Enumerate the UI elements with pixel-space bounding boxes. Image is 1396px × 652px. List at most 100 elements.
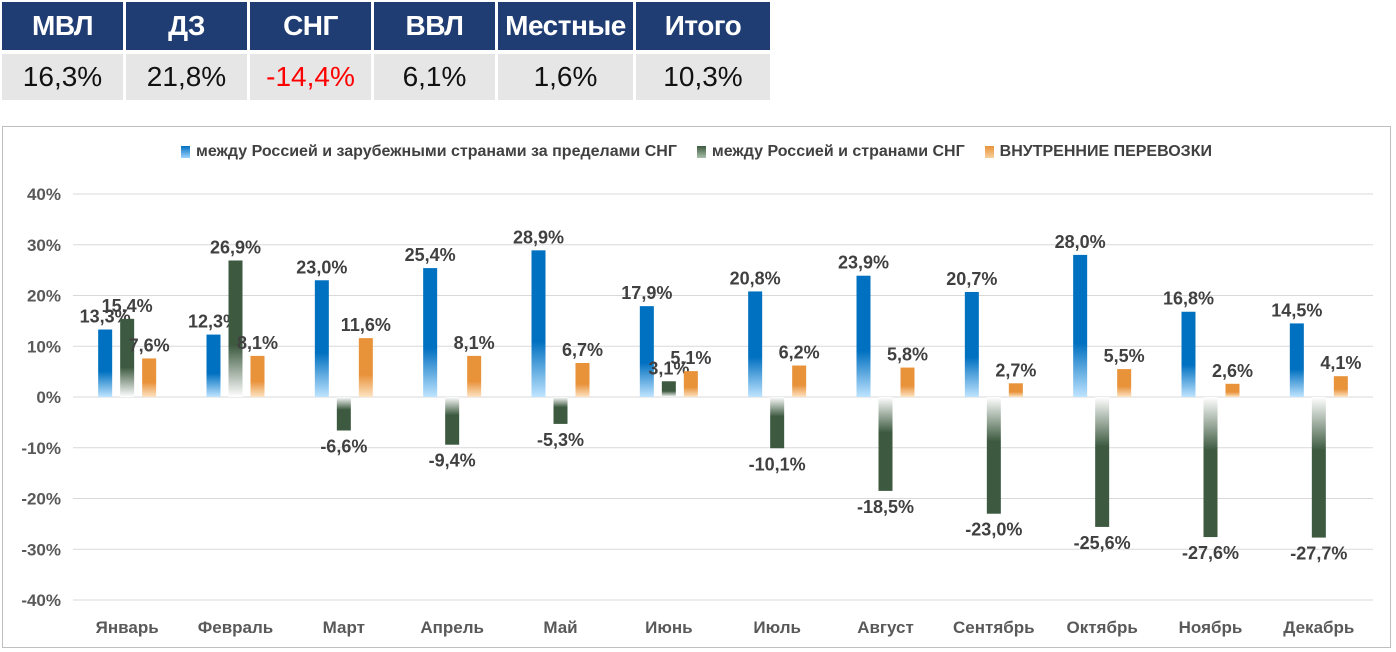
data-label: 13,3%	[80, 307, 131, 327]
summary-header-row: МВЛ ДЗ СНГ ВВЛ Местные Итого	[2, 2, 778, 50]
data-label: 5,1%	[670, 348, 711, 368]
data-label: 25,4%	[405, 245, 456, 265]
y-tick-label: -10%	[21, 439, 61, 458]
data-label: 26,9%	[210, 237, 261, 257]
data-label: 23,9%	[838, 253, 889, 273]
bar-series-2	[900, 367, 915, 397]
bar-series-1	[553, 397, 568, 424]
x-category-label: Февраль	[198, 618, 274, 637]
bar-series-0	[314, 280, 329, 397]
legend-item-domestic: ВНУТРЕННИЕ ПЕРЕВОЗКИ	[984, 143, 1212, 161]
legend-item-cis: между Россией и странами СНГ	[696, 143, 965, 161]
bar-series-0	[964, 291, 979, 397]
summary-value-vvl: 6,1%	[374, 54, 495, 100]
summary-values-row: 16,3% 21,8% -14,4% 6,1% 1,6% 10,3%	[2, 54, 778, 100]
bar-series-1	[770, 397, 785, 449]
legend-swatch-domestic	[984, 146, 994, 158]
bar-series-2	[142, 358, 157, 397]
data-label: 8,1%	[454, 333, 495, 353]
legend-swatch-international	[181, 146, 191, 158]
summary-header-local: Местные	[498, 2, 633, 50]
data-label: -27,7%	[1290, 544, 1347, 564]
data-label: 4,1%	[1320, 353, 1361, 373]
summary-header-sng: СНГ	[250, 2, 371, 50]
summary-value-mvl: 16,3%	[2, 54, 123, 100]
data-label: 20,7%	[946, 269, 997, 289]
data-label: 6,2%	[779, 343, 820, 363]
x-category-label: Июль	[753, 618, 801, 637]
data-label: -9,4%	[429, 451, 476, 471]
summary-value-total: 10,3%	[636, 54, 770, 100]
bar-series-1	[120, 318, 135, 397]
summary-header-dz: ДЗ	[126, 2, 247, 50]
bar-series-2	[1117, 369, 1132, 397]
x-category-label: Март	[323, 618, 365, 637]
bar-series-2	[467, 355, 482, 397]
bar-series-1	[1203, 397, 1218, 538]
bar-series-1	[445, 397, 460, 445]
y-tick-label: 10%	[27, 337, 61, 356]
data-label: 23,0%	[296, 257, 347, 277]
legend-item-international: между Россией и зарубежными странами за …	[181, 143, 677, 161]
bar-series-0	[639, 306, 654, 397]
chart-legend: между Россией и зарубежными странами за …	[3, 143, 1390, 161]
data-label: -10,1%	[749, 454, 806, 474]
data-label: -6,6%	[320, 436, 367, 456]
y-tick-label: -30%	[21, 540, 61, 559]
bar-series-2	[792, 365, 807, 397]
bar-series-1	[336, 397, 351, 431]
y-tick-label: -20%	[21, 490, 61, 509]
y-tick-label: 30%	[27, 236, 61, 255]
data-label: 6,7%	[562, 340, 603, 360]
bar-series-1	[1095, 397, 1110, 527]
data-label: 20,8%	[730, 268, 781, 288]
bar-series-0	[423, 268, 438, 397]
summary-value-local: 1,6%	[498, 54, 633, 100]
data-label: 5,5%	[1104, 346, 1145, 366]
data-label: 2,6%	[1212, 361, 1253, 381]
y-tick-label: -40%	[21, 591, 61, 610]
data-label: -25,6%	[1074, 533, 1131, 553]
x-category-label: Октябрь	[1067, 618, 1138, 637]
data-label: -27,6%	[1182, 543, 1239, 563]
data-label: 14,5%	[1271, 300, 1322, 320]
bar-series-2	[250, 355, 265, 397]
data-label: -5,3%	[537, 430, 584, 450]
bar-series-1	[661, 381, 676, 397]
legend-swatch-cis	[696, 146, 706, 158]
bar-series-2	[575, 362, 590, 397]
bar-series-0	[1073, 254, 1088, 397]
data-label: 8,1%	[237, 333, 278, 353]
y-tick-label: 20%	[27, 287, 61, 306]
x-category-label: Ноябрь	[1179, 618, 1243, 637]
legend-label-international: между Россией и зарубежными странами за …	[196, 143, 677, 160]
data-label: -18,5%	[857, 497, 914, 517]
bar-series-2	[1225, 383, 1240, 397]
x-category-label: Май	[543, 618, 577, 637]
bar-series-0	[206, 334, 221, 397]
bar-chart-plot: 40% 30% 20% 10% 0% -10% -20% -30% -40% 13,3%15,4%…	[21, 185, 1373, 637]
x-category-label: Апрель	[420, 618, 484, 637]
bar-series-0	[748, 291, 763, 397]
bar-series-1	[228, 260, 243, 397]
bar-series-2	[358, 338, 373, 397]
x-category-label: Декабрь	[1283, 618, 1354, 637]
x-category-label: Январь	[96, 618, 159, 637]
x-category-label: Август	[857, 618, 914, 637]
summary-value-dz: 21,8%	[126, 54, 247, 100]
bar-series-1	[1311, 397, 1326, 538]
data-label: 3,1%	[648, 358, 689, 378]
summary-header-vvl: ВВЛ	[374, 2, 495, 50]
data-label: 28,9%	[513, 227, 564, 247]
bar-series-1	[986, 397, 1001, 514]
y-tick-label: 40%	[27, 185, 61, 204]
x-category-label: Сентябрь	[953, 618, 1035, 637]
y-tick-label: 0%	[36, 388, 61, 407]
bar-series-0	[1289, 323, 1304, 397]
data-label: 2,7%	[995, 360, 1036, 380]
data-label: 11,6%	[341, 315, 391, 335]
x-category-label: Июнь	[645, 618, 692, 637]
data-label: 15,4%	[102, 296, 153, 316]
bar-series-0	[856, 275, 871, 397]
bar-series-0	[98, 329, 113, 397]
